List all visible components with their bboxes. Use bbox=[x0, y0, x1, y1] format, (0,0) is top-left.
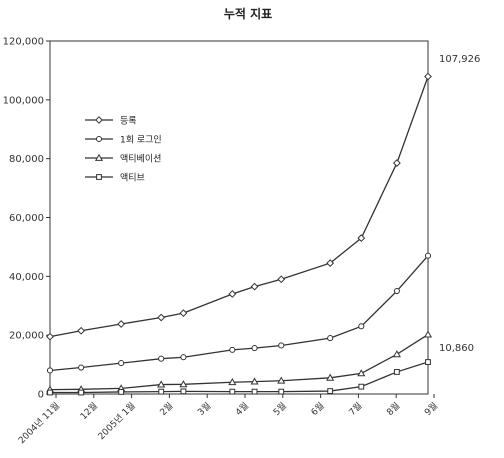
x-tick-label: 9월 bbox=[422, 400, 440, 418]
circle-marker bbox=[251, 345, 258, 352]
triangle-marker bbox=[277, 376, 286, 384]
chart-title: 누적 지표 bbox=[224, 6, 272, 21]
legend-label: 액티베이션 bbox=[120, 153, 161, 165]
registrations-end-value: 107,926 bbox=[439, 54, 480, 65]
circle-marker bbox=[180, 354, 187, 361]
diamond-marker bbox=[77, 326, 86, 335]
square-marker bbox=[425, 359, 431, 365]
circle-marker bbox=[393, 287, 400, 295]
triangle-marker bbox=[157, 380, 166, 388]
triangle-marker bbox=[326, 373, 335, 381]
series-line bbox=[50, 361, 429, 394]
active-end-value: 10,860 bbox=[439, 343, 474, 354]
y-tick-label: 80,000 bbox=[9, 154, 44, 165]
square-marker bbox=[229, 388, 236, 395]
legend-label: 등록 bbox=[120, 116, 137, 127]
triangle-marker bbox=[179, 380, 188, 388]
y-tick-label: 120,000 bbox=[3, 37, 44, 48]
y-tick-label: 60,000 bbox=[9, 213, 44, 224]
x-tick-label: 2월 bbox=[157, 400, 175, 418]
y-tick-label: 0 bbox=[38, 390, 44, 401]
series-circle bbox=[46, 252, 432, 374]
diamond-marker bbox=[392, 159, 401, 167]
square-marker bbox=[180, 388, 187, 395]
square-marker bbox=[118, 389, 125, 395]
x-tick-label: 8월 bbox=[384, 400, 402, 418]
series-diamond bbox=[46, 72, 432, 341]
triangle-marker bbox=[94, 153, 104, 161]
square-marker bbox=[327, 388, 334, 394]
circle-marker bbox=[95, 135, 103, 143]
x-tick-label: 4월 bbox=[233, 400, 251, 418]
circle-marker bbox=[158, 355, 165, 362]
diamond-marker bbox=[357, 234, 366, 242]
x-tick-label: 12월 bbox=[77, 400, 99, 422]
legend-label: 1회 로그인 bbox=[120, 135, 162, 146]
diamond-marker bbox=[326, 259, 335, 268]
y-tick-label: 20,000 bbox=[9, 331, 44, 342]
triangle-marker bbox=[392, 350, 401, 358]
diamond-marker bbox=[424, 72, 432, 81]
circle-marker bbox=[358, 323, 365, 330]
circle-marker bbox=[424, 252, 432, 259]
circle-marker bbox=[78, 364, 85, 371]
legend-item: 1회 로그인 bbox=[85, 135, 162, 146]
y-tick-label: 100,000 bbox=[3, 95, 44, 106]
legend-item: 액티베이션 bbox=[85, 153, 161, 165]
series-square bbox=[47, 359, 431, 396]
circle-marker bbox=[46, 367, 54, 374]
series-line bbox=[49, 334, 429, 391]
triangle-marker bbox=[357, 369, 366, 377]
x-tick-label: 3월 bbox=[195, 400, 213, 418]
series-layer bbox=[45, 72, 433, 396]
series-line bbox=[49, 255, 429, 372]
square-marker bbox=[158, 388, 165, 395]
square-marker bbox=[96, 174, 102, 180]
square-marker bbox=[78, 389, 85, 396]
legend-label: 액티브 bbox=[120, 172, 145, 184]
square-marker bbox=[393, 369, 400, 375]
circle-marker bbox=[278, 342, 285, 349]
legend-item: 액티브 bbox=[85, 172, 145, 184]
diamond-marker bbox=[117, 320, 126, 328]
diamond-marker bbox=[157, 313, 166, 322]
diamond-marker bbox=[179, 309, 188, 318]
triangle-marker bbox=[228, 378, 237, 386]
diamond-marker bbox=[250, 282, 259, 291]
square-marker bbox=[278, 388, 285, 395]
series-triangle bbox=[45, 330, 433, 393]
diamond-marker bbox=[228, 290, 237, 298]
circle-marker bbox=[327, 335, 334, 342]
x-tick-label: 2005년 1월 bbox=[95, 400, 137, 442]
circle-marker bbox=[229, 346, 236, 353]
triangle-marker bbox=[250, 377, 259, 385]
diamond-marker bbox=[277, 275, 286, 284]
series-line bbox=[49, 76, 429, 338]
x-tick-label: 2004년 11월 bbox=[16, 400, 63, 447]
y-axis: 0 20,000 40,000 60,000 80,000 100,000 120,000 bbox=[3, 37, 50, 401]
square-marker bbox=[251, 388, 258, 395]
y-tick-label: 40,000 bbox=[9, 272, 44, 283]
x-tick-label: 7월 bbox=[346, 400, 364, 418]
square-marker bbox=[358, 383, 365, 390]
legend-item: 등록 bbox=[85, 116, 137, 127]
end-labels: 107,926 10,860 bbox=[439, 54, 480, 354]
diamond-marker bbox=[46, 332, 54, 341]
x-tick-label: 6월 bbox=[308, 400, 326, 418]
circle-marker bbox=[118, 360, 125, 367]
square-marker bbox=[47, 389, 53, 396]
diamond-marker bbox=[95, 116, 103, 124]
triangle-marker bbox=[423, 330, 433, 338]
x-tick-label: 5월 bbox=[271, 400, 289, 418]
